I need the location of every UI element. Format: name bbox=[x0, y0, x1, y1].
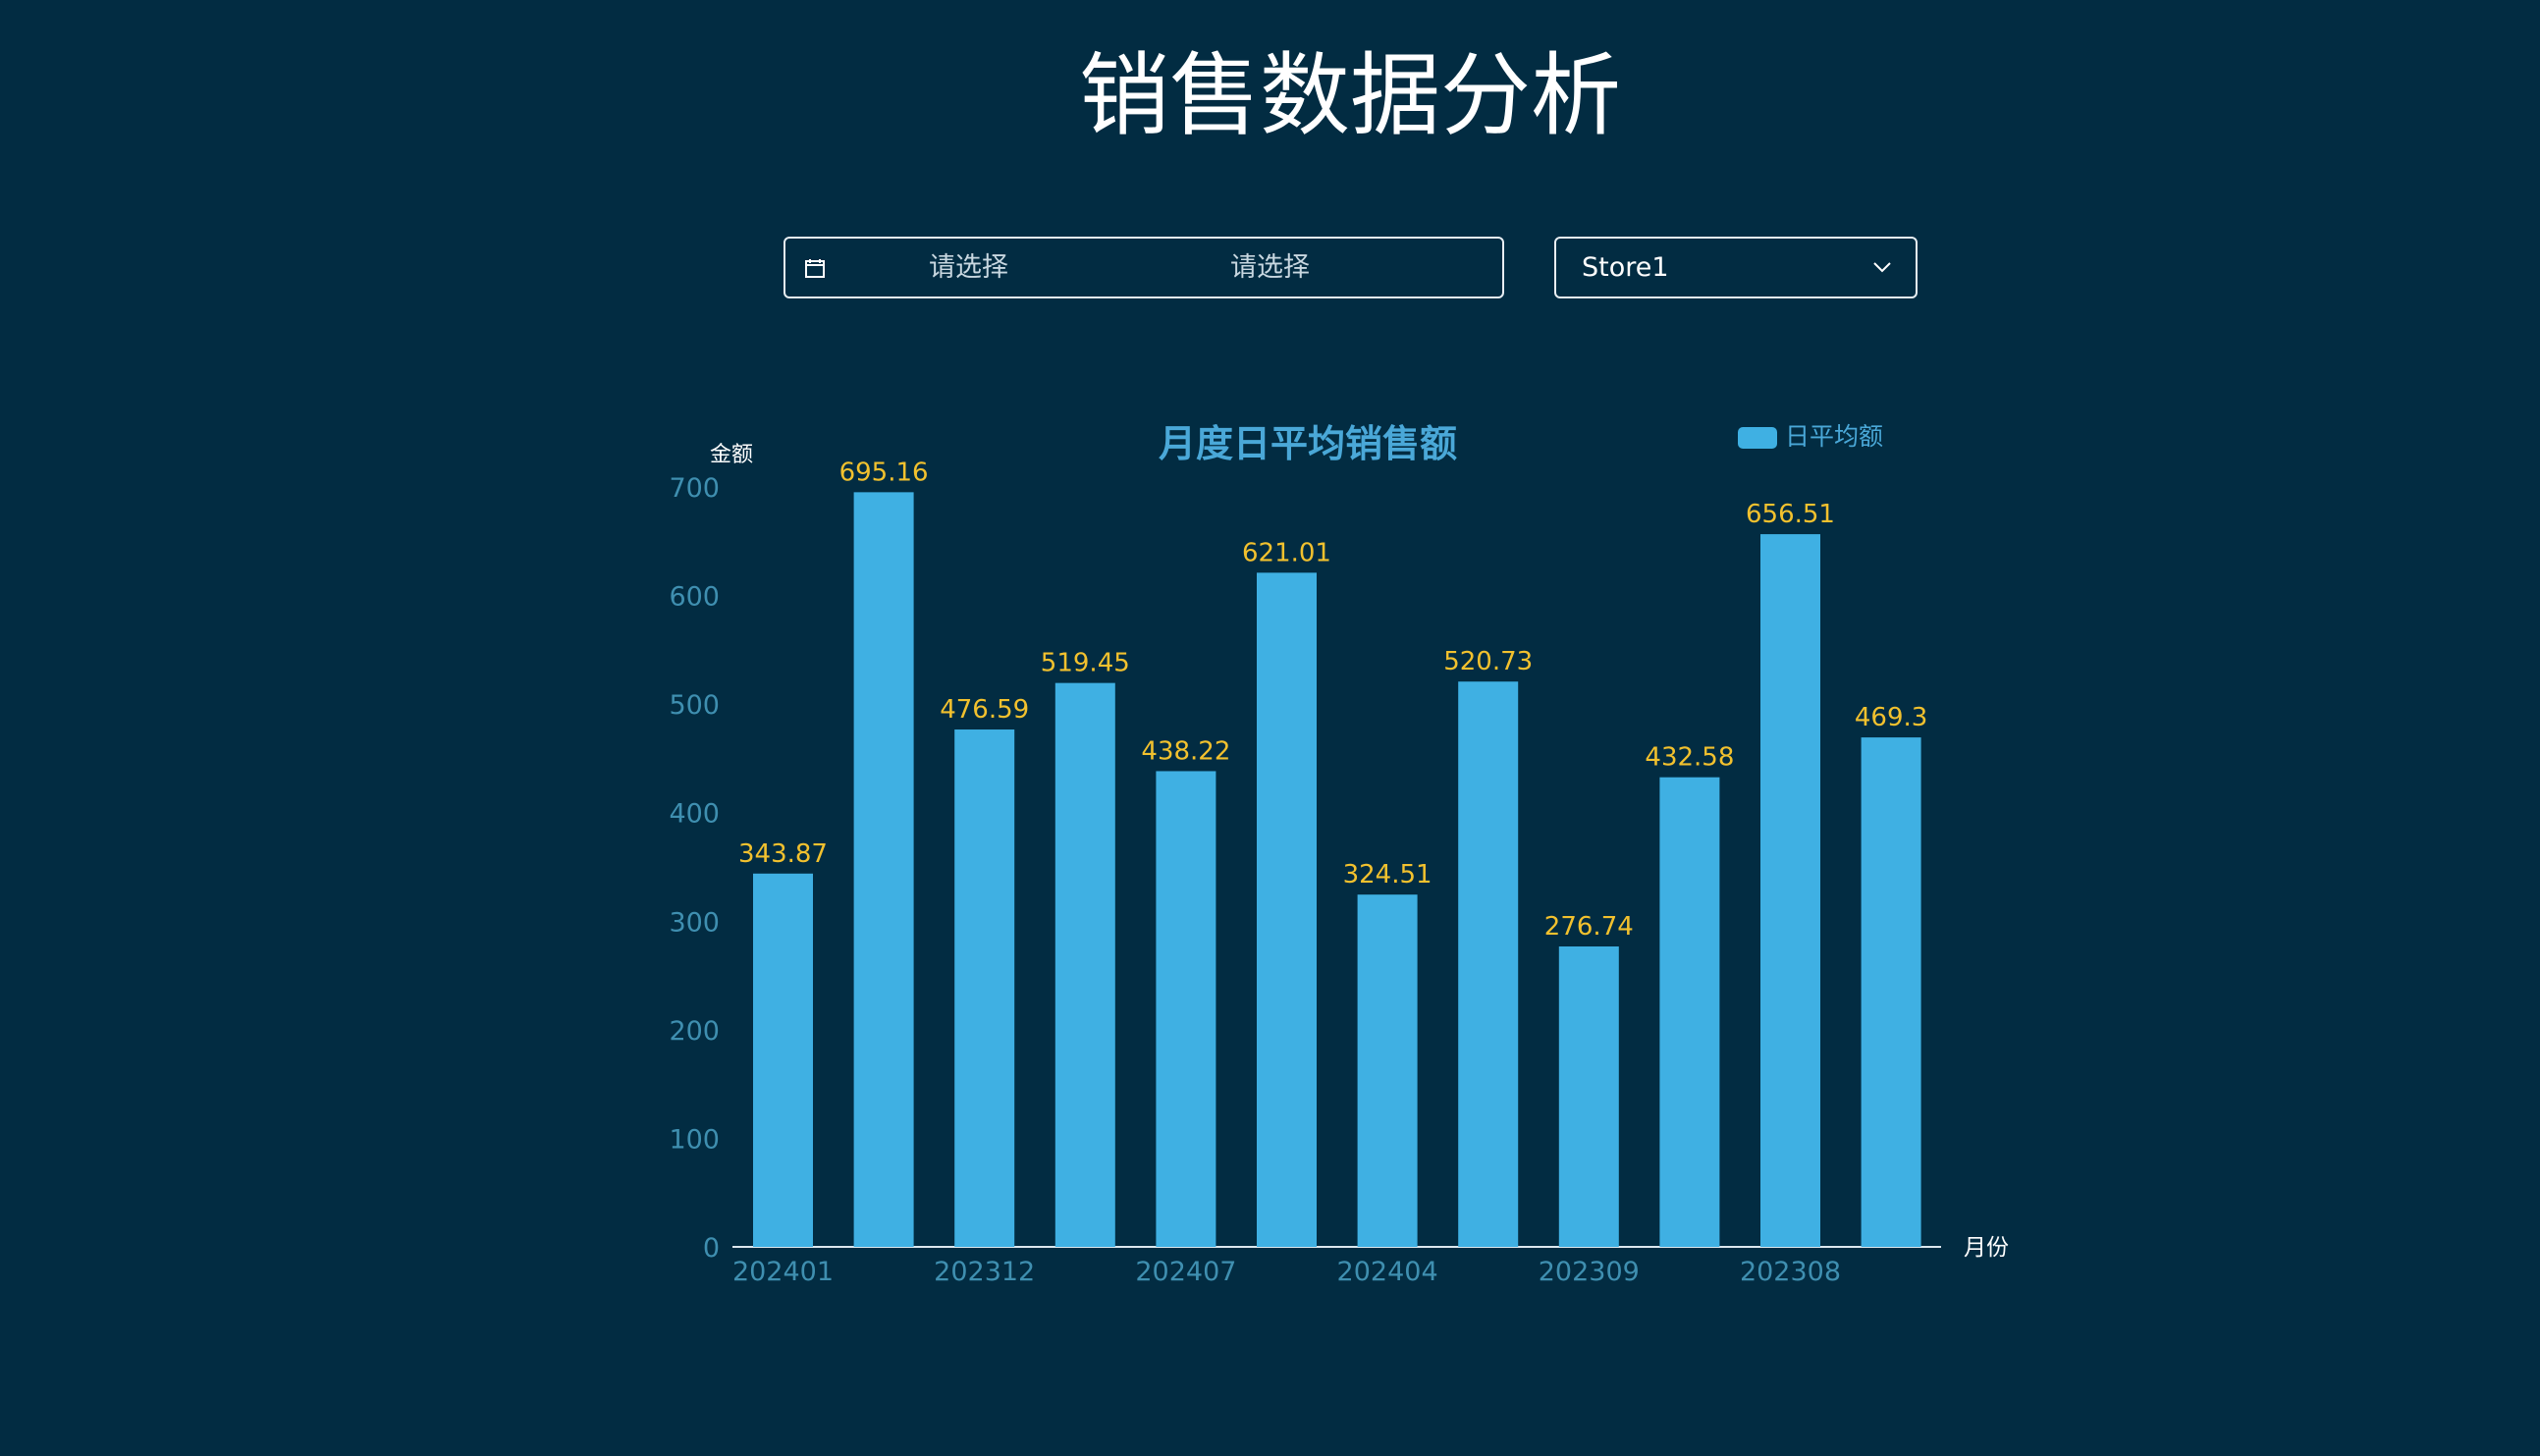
y-axis-title: 金额 bbox=[710, 443, 753, 467]
x-tick-label: 202401 bbox=[732, 1257, 834, 1287]
bar[interactable] bbox=[1760, 534, 1820, 1247]
bar[interactable] bbox=[954, 729, 1015, 1247]
legend-label: 日平均额 bbox=[1785, 422, 1883, 451]
bar-value-label: 343.87 bbox=[738, 839, 828, 869]
chart-title: 月度日平均销售额 bbox=[1159, 422, 1457, 465]
x-tick-label: 202312 bbox=[934, 1257, 1035, 1287]
bar-value-label: 621.01 bbox=[1242, 538, 1331, 567]
x-axis-title: 月份 bbox=[1964, 1235, 2009, 1261]
y-tick-label: 600 bbox=[669, 582, 720, 613]
bar-value-label: 656.51 bbox=[1746, 500, 1835, 529]
bar[interactable] bbox=[1054, 682, 1115, 1247]
chart-ticks: 0 100 200 300 400 500 600 700 202401 202312 202407… bbox=[669, 473, 1841, 1287]
y-tick-label: 700 bbox=[669, 473, 720, 504]
bar-value-label: 695.16 bbox=[839, 458, 929, 487]
bar-value-label: 438.22 bbox=[1141, 736, 1230, 766]
bar-value-label: 324.51 bbox=[1343, 860, 1432, 890]
y-tick-label: 300 bbox=[669, 907, 720, 938]
chart-data-labels: 343.87 695.16 476.59 519.45 438.22 621.01 324.… bbox=[738, 458, 1927, 942]
bar[interactable] bbox=[1357, 894, 1418, 1247]
page-title: 销售数据分析 bbox=[1078, 43, 1621, 148]
date-range-picker[interactable]: 请选择 请选择 bbox=[784, 237, 1504, 298]
bar[interactable] bbox=[1257, 572, 1317, 1247]
y-tick-label: 100 bbox=[669, 1124, 720, 1155]
store-selected-value: Store1 bbox=[1582, 252, 1669, 283]
x-tick-label: 202404 bbox=[1337, 1257, 1438, 1287]
bar-value-label: 276.74 bbox=[1544, 912, 1634, 942]
bar[interactable] bbox=[1156, 771, 1216, 1247]
bar[interactable] bbox=[753, 873, 813, 1247]
calendar-icon bbox=[805, 259, 825, 278]
x-tick-label: 202309 bbox=[1539, 1257, 1640, 1287]
bar-value-label: 476.59 bbox=[940, 695, 1029, 725]
bar[interactable] bbox=[1558, 946, 1619, 1247]
bar[interactable] bbox=[1659, 777, 1720, 1247]
chart-bars bbox=[753, 492, 1921, 1247]
store-select[interactable]: Store1 bbox=[1554, 237, 1918, 298]
end-date-input[interactable]: 请选择 bbox=[1230, 252, 1310, 283]
start-date-input[interactable]: 请选择 bbox=[929, 252, 1008, 283]
bar[interactable] bbox=[853, 492, 914, 1247]
bar-value-label: 432.58 bbox=[1645, 743, 1734, 773]
y-tick-label: 0 bbox=[703, 1233, 720, 1264]
chevron-down-icon bbox=[1873, 262, 1891, 273]
bar-value-label: 469.3 bbox=[1855, 703, 1927, 732]
y-tick-label: 200 bbox=[669, 1016, 720, 1047]
x-tick-label: 202407 bbox=[1135, 1257, 1236, 1287]
x-tick-label: 202308 bbox=[1740, 1257, 1841, 1287]
y-tick-label: 500 bbox=[669, 690, 720, 721]
bar[interactable] bbox=[1861, 737, 1921, 1247]
bar[interactable] bbox=[1458, 681, 1519, 1247]
bar-value-label: 520.73 bbox=[1443, 647, 1533, 676]
bar-value-label: 519.45 bbox=[1041, 649, 1130, 678]
legend-swatch bbox=[1738, 427, 1777, 449]
y-tick-label: 400 bbox=[669, 799, 720, 830]
